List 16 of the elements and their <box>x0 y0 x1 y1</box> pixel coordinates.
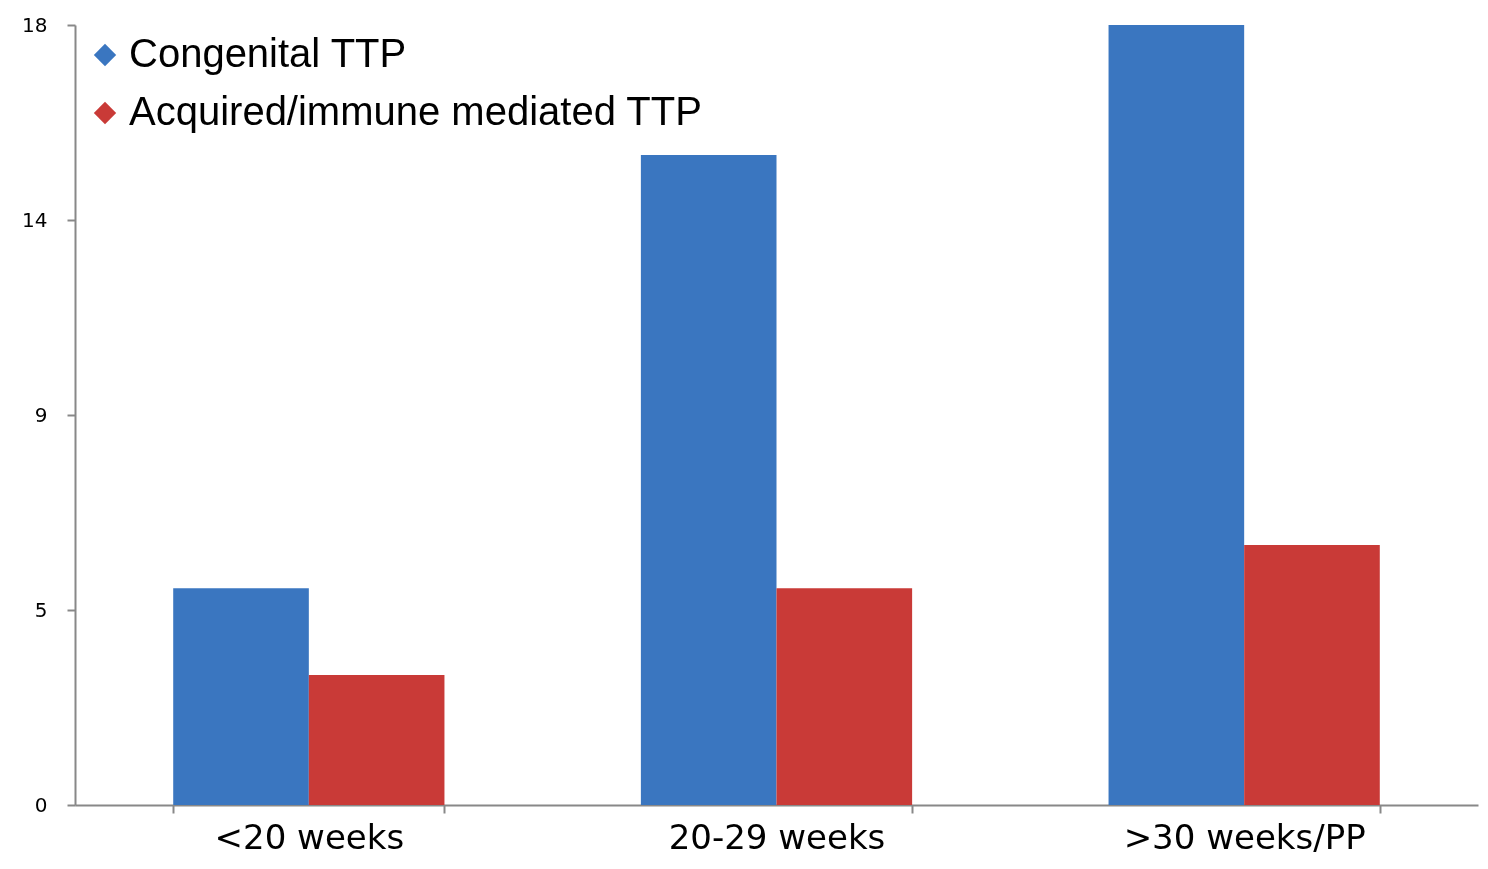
legend-label: Acquired/immune mediated TTP <box>129 89 702 133</box>
x-tick-label: 20-29 weeks <box>668 816 886 857</box>
bar <box>640 155 777 805</box>
x-tick-label: >30 weeks/PP <box>1123 816 1366 857</box>
legend-label: Congenital TTP <box>129 31 407 75</box>
y-tick-label: 14 <box>22 207 48 232</box>
bar <box>173 588 309 805</box>
bar <box>1244 545 1380 805</box>
bar <box>776 588 913 805</box>
bar <box>1108 25 1245 805</box>
y-tick-label: 5 <box>34 597 48 622</box>
y-tick-label: 18 <box>22 12 48 37</box>
bar <box>308 675 445 805</box>
x-tick-label: <20 weeks <box>214 816 405 857</box>
y-tick-label: 0 <box>34 792 48 817</box>
y-tick-label: 9 <box>34 402 48 427</box>
